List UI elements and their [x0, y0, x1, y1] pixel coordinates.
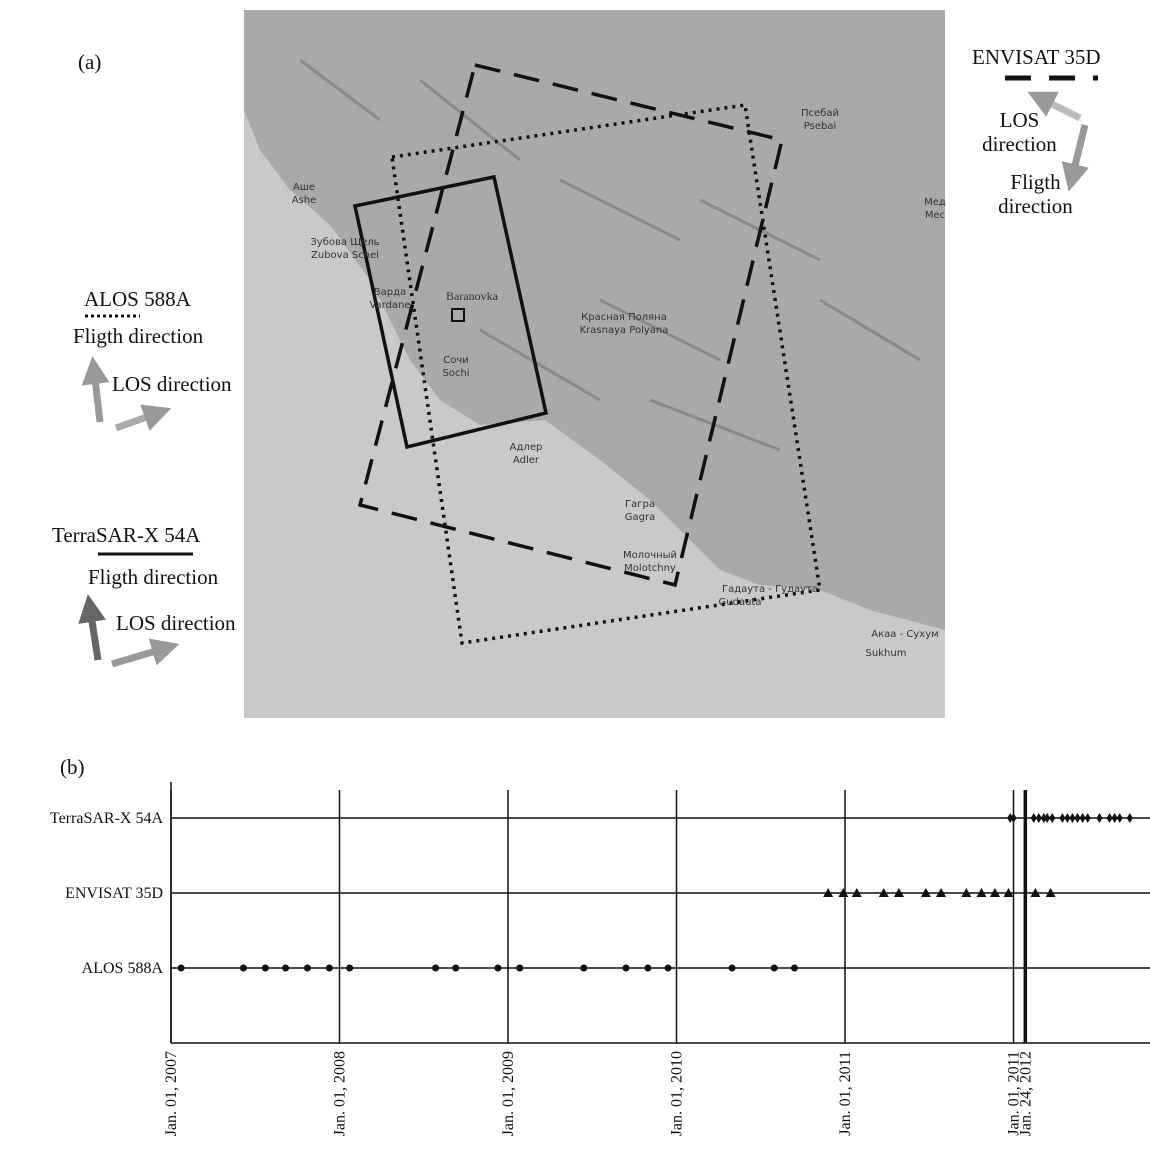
map-label: Ashe: [292, 195, 317, 206]
map-label: Sukhum: [866, 648, 907, 659]
acquisition-marker: [665, 965, 672, 972]
acquisition-marker: [432, 965, 439, 972]
legend-flight: Fligth direction: [73, 324, 203, 348]
map-label: Molotchny: [624, 563, 676, 574]
legend-sensor: ENVISAT 35D: [972, 45, 1101, 69]
x-tick-label: Jan. 24, 2012: [1017, 1051, 1034, 1136]
map-label: Gudauta: [719, 597, 762, 608]
acquisition-marker: [304, 965, 311, 972]
site-label: Baranovka: [446, 289, 499, 303]
acquisition-marker: [1096, 813, 1102, 823]
map-label: Гадаута - Гудаута: [722, 584, 818, 595]
acquisition-marker: [516, 965, 523, 972]
legend-los: LOS direction: [962, 108, 1077, 156]
legend-sensor: ALOS 588A: [84, 287, 191, 311]
flight-arrow: [90, 608, 98, 660]
acquisition-marker: [771, 965, 778, 972]
map-label: Молочный: [623, 550, 677, 561]
map-label: Сочи: [443, 355, 469, 366]
map-label: Зубова Щель: [310, 237, 379, 248]
flight-arrow: [94, 370, 100, 422]
acquisition-marker: [1085, 813, 1091, 823]
acquisition-marker: [580, 965, 587, 972]
acquisition-marker: [1127, 813, 1133, 823]
legend-los: LOS direction: [112, 372, 232, 396]
map-label: Мес: [925, 210, 945, 221]
map-label: Sochi: [442, 368, 469, 379]
x-tick-label: Jan. 01, 2009: [500, 1051, 517, 1136]
acquisition-marker: [346, 965, 353, 972]
map-label: Vardane: [369, 300, 410, 311]
acquisition-marker: [1117, 813, 1123, 823]
acquisition-marker: [1049, 813, 1055, 823]
legend-sensor: TerraSAR-X 54A: [52, 523, 200, 547]
acquisition-marker: [326, 965, 333, 972]
x-tick-label: Jan. 01, 2008: [332, 1051, 349, 1136]
map-label: Адлер: [510, 442, 543, 453]
los-arrow: [112, 648, 166, 664]
map-label: Гагра: [625, 499, 655, 510]
legend-los: LOS direction: [116, 611, 236, 635]
x-tick-label: Jan. 01, 2011: [837, 1051, 854, 1136]
row-label: TerraSAR-X 54A: [50, 810, 164, 827]
map-label: Krasnaya Polyana: [580, 325, 669, 336]
map-label: Псебай: [801, 108, 839, 119]
map-label: Gagra: [625, 512, 655, 523]
acquisition-marker: [262, 965, 269, 972]
acquisition-marker: [178, 965, 185, 972]
acquisition-marker: [282, 965, 289, 972]
acquisition-marker: [1011, 813, 1017, 823]
map-label: Мед: [924, 197, 946, 208]
row-label: ENVISAT 35D: [65, 885, 163, 902]
acquisition-marker: [791, 965, 798, 972]
acquisition-marker: [644, 965, 651, 972]
legend-flight: Fligth direction: [983, 170, 1088, 218]
figure: Псебай Psebai Аше Ashe Зубова Щель Zubova Sch…: [0, 0, 1150, 1163]
acquisition-marker: [729, 965, 736, 972]
map-label: Zubova Schel: [311, 250, 379, 261]
map-label: Adler: [513, 455, 540, 466]
acquisition-marker: [240, 965, 247, 972]
map-label: Акаа - Сухум: [871, 629, 938, 640]
map-label: Psebai: [804, 121, 836, 132]
panel-label: (b): [60, 755, 85, 779]
map-label: Красная Поляна: [581, 312, 667, 323]
acquisition-marker: [494, 965, 501, 972]
x-tick-label: Jan. 01, 2010: [669, 1051, 686, 1136]
acquisition-marker: [622, 965, 629, 972]
map-label: Аше: [293, 182, 315, 193]
map-label: Варда: [374, 287, 406, 298]
x-tick-label: Jan. 01, 2007: [163, 1051, 180, 1136]
panel-label: (a): [78, 50, 101, 74]
acquisition-marker: [452, 965, 459, 972]
row-label: ALOS 588A: [82, 960, 164, 977]
los-arrow: [116, 413, 158, 428]
legend-flight: Fligth direction: [88, 565, 218, 589]
